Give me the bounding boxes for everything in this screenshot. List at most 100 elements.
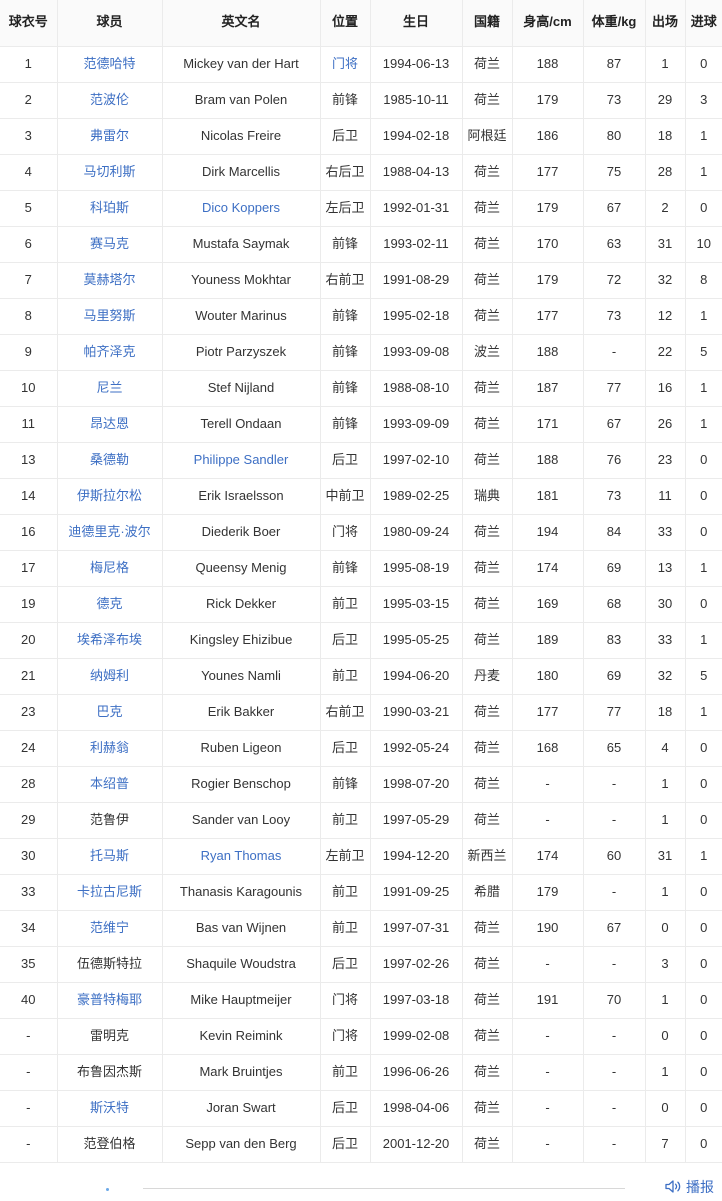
- name-link[interactable]: 巴克: [96, 703, 123, 719]
- name-link[interactable]: 德克: [96, 595, 123, 611]
- table-body: 1 范德哈特 Mickey van der Hart 门将 1994-06-13 荷兰 18…: [0, 45, 722, 1163]
- cell-nat: 荷兰: [461, 909, 513, 947]
- cell-dob: 1998-07-20: [369, 765, 463, 803]
- speak-button[interactable]: 播报: [665, 1179, 714, 1194]
- cell-num: 35: [0, 945, 58, 983]
- cell-app: 1: [644, 1053, 686, 1091]
- name-link[interactable]: 桑德勒: [89, 451, 129, 467]
- cell-goal: 0: [684, 477, 722, 515]
- cell-nat: 荷兰: [461, 765, 513, 803]
- en-link[interactable]: Dico Koppers: [201, 199, 281, 215]
- cell-wt: 87: [582, 45, 646, 83]
- cell-ht: 174: [511, 837, 584, 875]
- cell-name[interactable]: 本绍普: [56, 765, 163, 803]
- cell-app: 30: [644, 585, 686, 623]
- name-link[interactable]: 梅尼格: [89, 559, 129, 575]
- cell-name[interactable]: 范波伦: [56, 81, 163, 119]
- column-header-ht: 身高/cm: [511, 0, 584, 47]
- cell-num: 21: [0, 657, 58, 695]
- cell-wt: 80: [582, 117, 646, 155]
- cell-nat: 丹麦: [461, 657, 513, 695]
- cell-pos: 前锋: [319, 333, 371, 371]
- cell-name[interactable]: 赛马克: [56, 225, 163, 263]
- cell-wt: 72: [582, 261, 646, 299]
- name-link[interactable]: 帕齐泽克: [83, 343, 136, 359]
- cell-name[interactable]: 巴克: [56, 693, 163, 731]
- cell-name[interactable]: 马里努斯: [56, 297, 163, 335]
- name-link[interactable]: 本绍普: [89, 775, 129, 791]
- cell-name[interactable]: 弗雷尔: [56, 117, 163, 155]
- cell-dob: 1997-07-31: [369, 909, 463, 947]
- cell-dob: 1995-08-19: [369, 549, 463, 587]
- cell-dob: 1992-05-24: [369, 729, 463, 767]
- cell-num: 8: [0, 297, 58, 335]
- name-link[interactable]: 卡拉古尼斯: [76, 883, 142, 899]
- cell-en[interactable]: Ryan Thomas: [161, 837, 321, 875]
- name-link[interactable]: 范波伦: [89, 91, 129, 107]
- name-link[interactable]: 弗雷尔: [89, 127, 129, 143]
- cell-name[interactable]: 埃希泽布埃: [56, 621, 163, 659]
- cell-name[interactable]: 纳姆利: [56, 657, 163, 695]
- cell-name[interactable]: 马切利斯: [56, 153, 163, 191]
- cell-num: -: [0, 1017, 58, 1055]
- cell-pos[interactable]: 门将: [319, 45, 371, 83]
- table-row: 35 伍德斯特拉 Shaquile Woudstra 后卫 1997-02-26 荷兰 - -…: [0, 945, 722, 983]
- name-link[interactable]: 赛马克: [89, 235, 129, 251]
- cell-name[interactable]: 德克: [56, 585, 163, 623]
- cell-pos: 左后卫: [319, 189, 371, 227]
- name-link[interactable]: 迪德里克·波尔: [68, 523, 151, 539]
- cell-name[interactable]: 托马斯: [56, 837, 163, 875]
- cell-pos: 左前卫: [319, 837, 371, 875]
- cell-name[interactable]: 莫赫塔尔: [56, 261, 163, 299]
- cell-name: 范鲁伊: [56, 801, 163, 839]
- name-link[interactable]: 伊斯拉尔松: [76, 487, 142, 503]
- name-link[interactable]: 利赫翁: [89, 739, 129, 755]
- pos-link[interactable]: 门将: [331, 55, 358, 71]
- cell-name[interactable]: 利赫翁: [56, 729, 163, 767]
- cell-name[interactable]: 豪普特梅耶: [56, 981, 163, 1019]
- cell-nat: 荷兰: [461, 981, 513, 1019]
- en-link[interactable]: Philippe Sandler: [193, 451, 289, 467]
- name-link[interactable]: 斯沃特: [89, 1099, 129, 1115]
- cell-num: 14: [0, 477, 58, 515]
- name-link[interactable]: 尼兰: [96, 379, 123, 395]
- cell-name[interactable]: 科珀斯: [56, 189, 163, 227]
- name-link[interactable]: 埃希泽布埃: [76, 631, 142, 647]
- name-link[interactable]: 马里努斯: [83, 307, 136, 323]
- cell-en[interactable]: Dico Koppers: [161, 189, 321, 227]
- name-link[interactable]: 范德哈特: [83, 55, 136, 71]
- cell-name[interactable]: 卡拉古尼斯: [56, 873, 163, 911]
- cell-en: Rogier Benschop: [161, 765, 321, 803]
- cell-goal: 0: [684, 945, 722, 983]
- cell-name[interactable]: 梅尼格: [56, 549, 163, 587]
- cell-name[interactable]: 迪德里克·波尔: [56, 513, 163, 551]
- table-row: 6 赛马克 Mustafa Saymak 前锋 1993-02-11 荷兰 170 63 31 1…: [0, 225, 722, 263]
- name-link[interactable]: 昂达恩: [89, 415, 129, 431]
- name-link[interactable]: 豪普特梅耶: [76, 991, 142, 1007]
- cell-name[interactable]: 范德哈特: [56, 45, 163, 83]
- cell-name[interactable]: 桑德勒: [56, 441, 163, 479]
- cell-name[interactable]: 范维宁: [56, 909, 163, 947]
- name-link[interactable]: 纳姆利: [89, 667, 129, 683]
- table-row: 17 梅尼格 Queensy Menig 前锋 1995-08-19 荷兰 174 69 13 1: [0, 549, 722, 587]
- table-row: - 雷明克 Kevin Reimink 门将 1999-02-08 荷兰 - -0 0: [0, 1017, 722, 1055]
- cell-goal: 0: [684, 1089, 722, 1127]
- name-link[interactable]: 范维宁: [89, 919, 129, 935]
- cell-name[interactable]: 昂达恩: [56, 405, 163, 443]
- cell-wt: 77: [582, 693, 646, 731]
- cell-name[interactable]: 尼兰: [56, 369, 163, 407]
- cell-nat: 荷兰: [461, 441, 513, 479]
- cell-en[interactable]: Philippe Sandler: [161, 441, 321, 479]
- cell-app: 1: [644, 765, 686, 803]
- cell-nat: 荷兰: [461, 45, 513, 83]
- cell-num: 4: [0, 153, 58, 191]
- name-link[interactable]: 托马斯: [89, 847, 129, 863]
- name-link[interactable]: 莫赫塔尔: [83, 271, 136, 287]
- name-link[interactable]: 马切利斯: [83, 163, 136, 179]
- cell-name[interactable]: 斯沃特: [56, 1089, 163, 1127]
- cell-num: 3: [0, 117, 58, 155]
- name-link[interactable]: 科珀斯: [89, 199, 129, 215]
- cell-name[interactable]: 帕齐泽克: [56, 333, 163, 371]
- cell-name[interactable]: 伊斯拉尔松: [56, 477, 163, 515]
- en-link[interactable]: Ryan Thomas: [200, 847, 282, 863]
